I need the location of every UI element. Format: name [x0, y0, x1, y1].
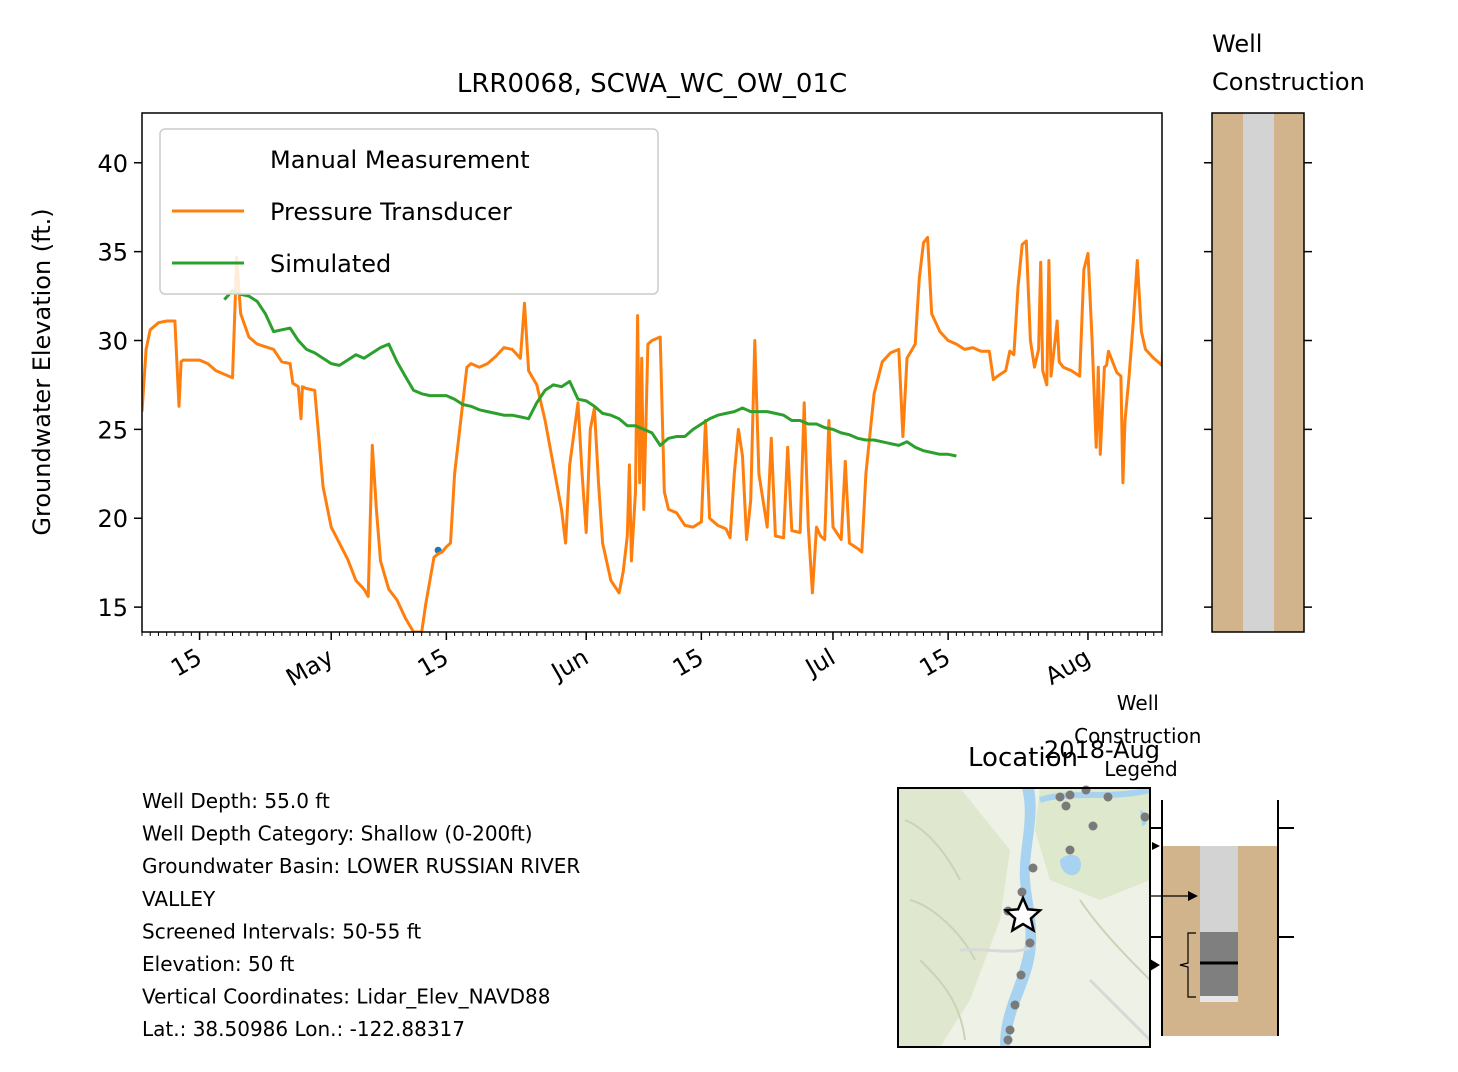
series-layer — [142, 235, 1162, 632]
series-2 — [223, 289, 957, 458]
well-dot-4 — [1103, 792, 1113, 802]
well-dot-15 — [1003, 1035, 1013, 1045]
x-tick-label-3: Jun — [545, 643, 593, 687]
well-dot-12 — [1016, 970, 1026, 980]
well-ticks — [1204, 162, 1312, 608]
info-line-4: Screened Intervals: 50-55 ft — [142, 919, 421, 943]
legend-label-2: Simulated — [270, 250, 391, 278]
well-dot-7 — [1028, 863, 1038, 873]
y-tick-label-5: 40 — [97, 150, 128, 178]
casing-fill — [1243, 113, 1274, 632]
info-line-6: Vertical Coordinates: Lidar_Elev_NAVD88 — [142, 985, 550, 1009]
chart-title: LRR0068, SCWA_WC_OW_01C — [457, 69, 847, 99]
legend: Manual Measurement Pressure Transducer Sim… — [159, 128, 659, 295]
well-dot-6 — [1065, 845, 1075, 855]
map-frame — [897, 787, 1151, 1048]
location-title: Location — [968, 743, 1078, 773]
well-dot-5 — [1088, 821, 1098, 831]
x-tick-label-7: Aug — [1040, 643, 1095, 691]
info-line-2: Groundwater Basin: LOWER RUSSIAN RIVER — [142, 854, 580, 878]
well-dot-2 — [1061, 801, 1071, 811]
x-tick-label-2: 15 — [413, 643, 453, 683]
y-tick-label-2: 25 — [97, 416, 128, 444]
x-tick-label-0: 15 — [166, 643, 206, 683]
series-line-1 — [142, 235, 1162, 632]
legend-box — [159, 128, 659, 295]
well-info: Well Depth: 55.0 ft Well Depth Category: … — [142, 789, 580, 1041]
x-tick-label-6: 15 — [915, 643, 955, 683]
info-line-7: Lat.: 38.50986 Lon.: -122.88317 — [142, 1017, 465, 1041]
x-tick-label-1: May — [281, 643, 338, 692]
x-tick-label-4: 15 — [668, 643, 708, 683]
series-1 — [142, 235, 1162, 632]
y-axis-label: Groundwater Elevation (ft.) — [28, 208, 56, 535]
y-tick-label-1: 20 — [97, 505, 128, 533]
well-dot-16 — [1140, 812, 1150, 822]
river — [1000, 788, 1037, 1047]
info-line-3: VALLEY — [142, 887, 216, 911]
series-line-2 — [223, 289, 957, 458]
well-construction-legend: Well Construction Legend — [1074, 691, 1294, 1036]
y-tick-label-0: 15 — [97, 594, 128, 622]
location-map: Location — [897, 743, 1152, 1048]
info-line-0: Well Depth: 55.0 ft — [142, 789, 330, 813]
info-line-1: Well Depth Category: Shallow (0-200ft) — [142, 822, 533, 846]
legend-label-0: Manual Measurement — [270, 146, 530, 174]
y-axis: 15 20 25 30 35 40 — [97, 150, 142, 622]
legend-panel-title: Well Construction Legend — [1074, 691, 1208, 781]
well-dot-8 — [1017, 887, 1027, 897]
legend-label-1: Pressure Transducer — [270, 198, 512, 226]
well-dot-11 — [1025, 938, 1035, 948]
x-tick-label-5: Jul — [799, 643, 840, 683]
well-dot-13 — [1010, 1000, 1020, 1010]
y-tick-label-3: 30 — [97, 328, 128, 356]
info-line-5: Elevation: 50 ft — [142, 952, 294, 976]
star-icon — [1002, 894, 1044, 933]
x-corner-label: 2018-Aug — [1044, 736, 1160, 764]
well-frame — [1211, 112, 1305, 633]
well-construction-title: Well Construction — [1212, 30, 1365, 96]
well-dot-14 — [1005, 1025, 1015, 1035]
well-dot-1 — [1065, 790, 1075, 800]
y-tick-label-4: 35 — [97, 239, 128, 267]
well-construction-panel: Well Construction — [1204, 30, 1365, 633]
x-axis: 15 May 15 Jun 15 Jul 15 Aug — [141, 632, 1163, 692]
well-dot-0 — [1055, 792, 1065, 802]
well-dot-3 — [1081, 785, 1091, 795]
